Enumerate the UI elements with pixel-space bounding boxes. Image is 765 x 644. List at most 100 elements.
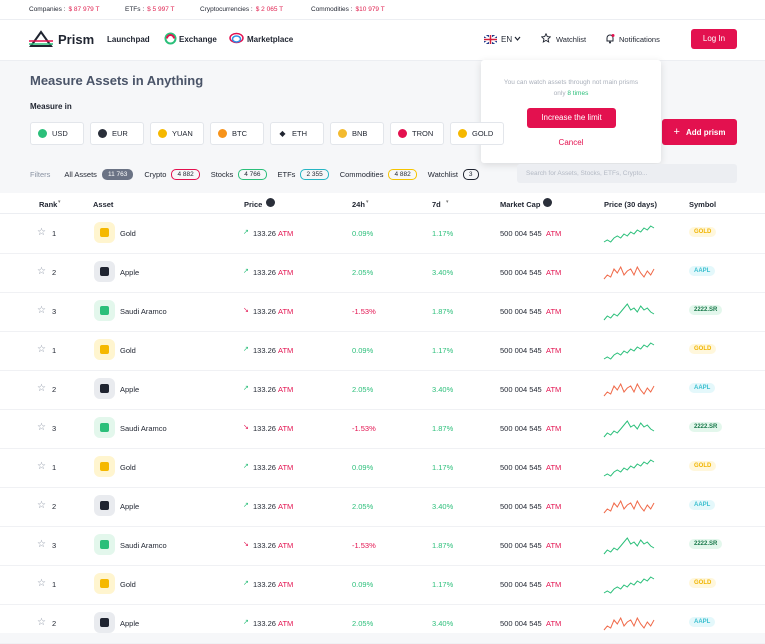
logo-text[interactable]: Prism [58,32,95,47]
ticker-bar: Companies : $ 87 979 T ETFs : $ 5 997 T Cryp… [0,0,765,20]
watch-star[interactable]: ☆ [37,539,46,550]
currency-chip[interactable]: BTC [210,122,264,145]
currency-chip[interactable]: YUAN [150,122,204,145]
currency-icon [98,129,107,138]
sparkline-path [603,576,655,594]
nav-link[interactable]: Marketplace [247,35,294,44]
change-24h: 2.05% [352,502,374,511]
watch-star[interactable]: ☆ [37,383,46,394]
table-row[interactable]: ☆ 1 Gold ↗ 133.26 ATM 0.09% 1.17% 500 004 545 ATM… [0,331,765,371]
rank: 2 [52,502,57,511]
search-box[interactable]: Search for Assets, Stocks, ETFs, Crypto.… [517,164,737,183]
change-24h: -1.53% [352,424,376,433]
filter-name[interactable]: ETFs [277,169,296,179]
watch-star[interactable]: ☆ [37,305,46,316]
asset-name[interactable]: Saudi Aramco [120,424,167,433]
market-cap-unit: ATM [546,541,562,550]
table-row[interactable]: ☆ 2 Apple ↗ 133.26 ATM 2.05% 3.40% 500 004 545 AT… [0,370,765,410]
filter-count[interactable]: 4 882 [388,168,417,180]
asset-icon-mark [100,618,109,627]
ticker-label: Companies : [29,6,66,13]
watch-star[interactable]: ☆ [37,227,46,238]
notifications-link[interactable]: Notifications [619,35,660,44]
asset-name[interactable]: Apple [120,502,140,511]
price: 133.26 [253,385,276,394]
column-header[interactable]: 24h [352,200,365,209]
filter-name[interactable]: Commodities [339,169,384,179]
sparkline-path [603,499,655,514]
column-header[interactable]: Price [244,200,263,209]
change-24h: 0.09% [352,580,374,589]
watch-star[interactable]: ☆ [37,578,46,589]
sparkline [603,537,655,555]
add-prism-button[interactable]: + Add prism [662,119,737,145]
currency-chip[interactable]: TRON [390,122,444,145]
watch-star[interactable]: ☆ [37,617,46,628]
rank: 2 [52,268,57,277]
sparkline-path [603,225,655,243]
column-header[interactable]: Rank [39,200,58,209]
nav-link[interactable]: Launchpad [107,35,150,44]
symbol-badge: AAPL [689,500,716,510]
filter-count[interactable]: 3 [462,168,479,180]
asset-name[interactable]: Saudi Aramco [120,307,167,316]
sparkline-path [603,537,655,555]
ticker-label: Commodities : [311,6,353,13]
marketplace-icon [229,32,244,44]
price: 133.26 [253,307,276,316]
filter-name[interactable]: All Assets [64,169,97,179]
asset-name[interactable]: Apple [120,268,140,277]
table-row[interactable]: ☆ 1 Gold ↗ 133.26 ATM 0.09% 1.17% 500 004 545 ATM… [0,214,765,254]
column-header[interactable]: 7d [432,200,441,209]
currency-chip[interactable]: ◆ ETH [270,122,324,145]
currency-chip[interactable]: EUR [90,122,144,145]
asset-name[interactable]: Gold [120,463,136,472]
table-row[interactable]: ☆ 2 Apple ↗ 133.26 ATM 2.05% 3.40% 500 004 545 AT… [0,253,765,293]
currency-chip[interactable]: BNB [330,122,384,145]
language[interactable]: EN [501,35,513,44]
price: 133.26 [253,229,276,238]
watchlist-link[interactable]: Watchlist [556,35,587,44]
cancel-button[interactable]: Cancel [558,138,584,147]
asset-icon-mark [100,540,109,549]
change-7d: 3.40% [432,502,454,511]
filter-name[interactable]: Crypto [144,169,167,179]
table-row[interactable]: ☆ 2 Apple ↗ 133.26 ATM 2.05% 3.40% 500 004 545 AT… [0,487,765,527]
column-header[interactable]: Market Cap [500,200,541,209]
asset-name[interactable]: Saudi Aramco [120,541,167,550]
currency-chip[interactable]: USD [30,122,84,145]
increase-limit-button[interactable]: Increase the limit [527,108,616,128]
table-row[interactable]: ☆ 3 Saudi Aramco ↘ 133.26 ATM -1.53% 1.87% 500 0… [0,409,765,449]
table-row[interactable]: ☆ 3 Saudi Aramco ↘ 133.26 ATM -1.53% 1.87% 500 0… [0,292,765,332]
login-button[interactable]: Log In [691,29,737,49]
nav-link[interactable]: Exchange [179,35,217,44]
watch-star[interactable]: ☆ [37,422,46,433]
header-divider [0,213,765,214]
table-row[interactable]: ☆ 1 Gold ↗ 133.26 ATM 0.09% 1.17% 500 004 545 ATM… [0,565,765,605]
asset-icon [94,261,115,282]
table-row[interactable]: ☆ 1 Gold ↗ 133.26 ATM 0.09% 1.17% 500 004 545 ATM… [0,448,765,488]
search-placeholder: Search for Assets, Stocks, ETFs, Crypto.… [526,170,648,177]
asset-name[interactable]: Apple [120,619,140,628]
asset-name[interactable]: Gold [120,229,136,238]
watch-star[interactable]: ☆ [37,266,46,277]
price: 133.26 [253,502,276,511]
filter-count[interactable]: 4 766 [238,168,267,180]
watch-star[interactable]: ☆ [37,461,46,472]
table-row[interactable]: ☆ 3 Saudi Aramco ↘ 133.26 ATM -1.53% 1.87% 500 0… [0,526,765,566]
asset-name[interactable]: Gold [120,580,136,589]
currency-icon [338,129,347,138]
column-header[interactable]: Symbol [689,200,717,209]
asset-name[interactable]: Apple [120,385,140,394]
filter-name[interactable]: Watchlist [427,169,458,179]
table-row[interactable]: ☆ 2 Apple ↗ 133.26 ATM 2.05% 3.40% 500 004 545 AT… [0,604,765,644]
watch-star[interactable]: ☆ [37,500,46,511]
filter-count[interactable]: 4 882 [171,168,200,180]
asset-name[interactable]: Gold [120,346,136,355]
currency-chip[interactable]: GOLD [450,122,504,145]
filter-name[interactable]: Stocks [210,169,234,179]
watch-star[interactable]: ☆ [37,344,46,355]
filter-count[interactable]: 2 355 [300,168,329,180]
filter-count[interactable]: 11 763 [101,168,134,180]
asset-icon-mark [100,228,109,237]
